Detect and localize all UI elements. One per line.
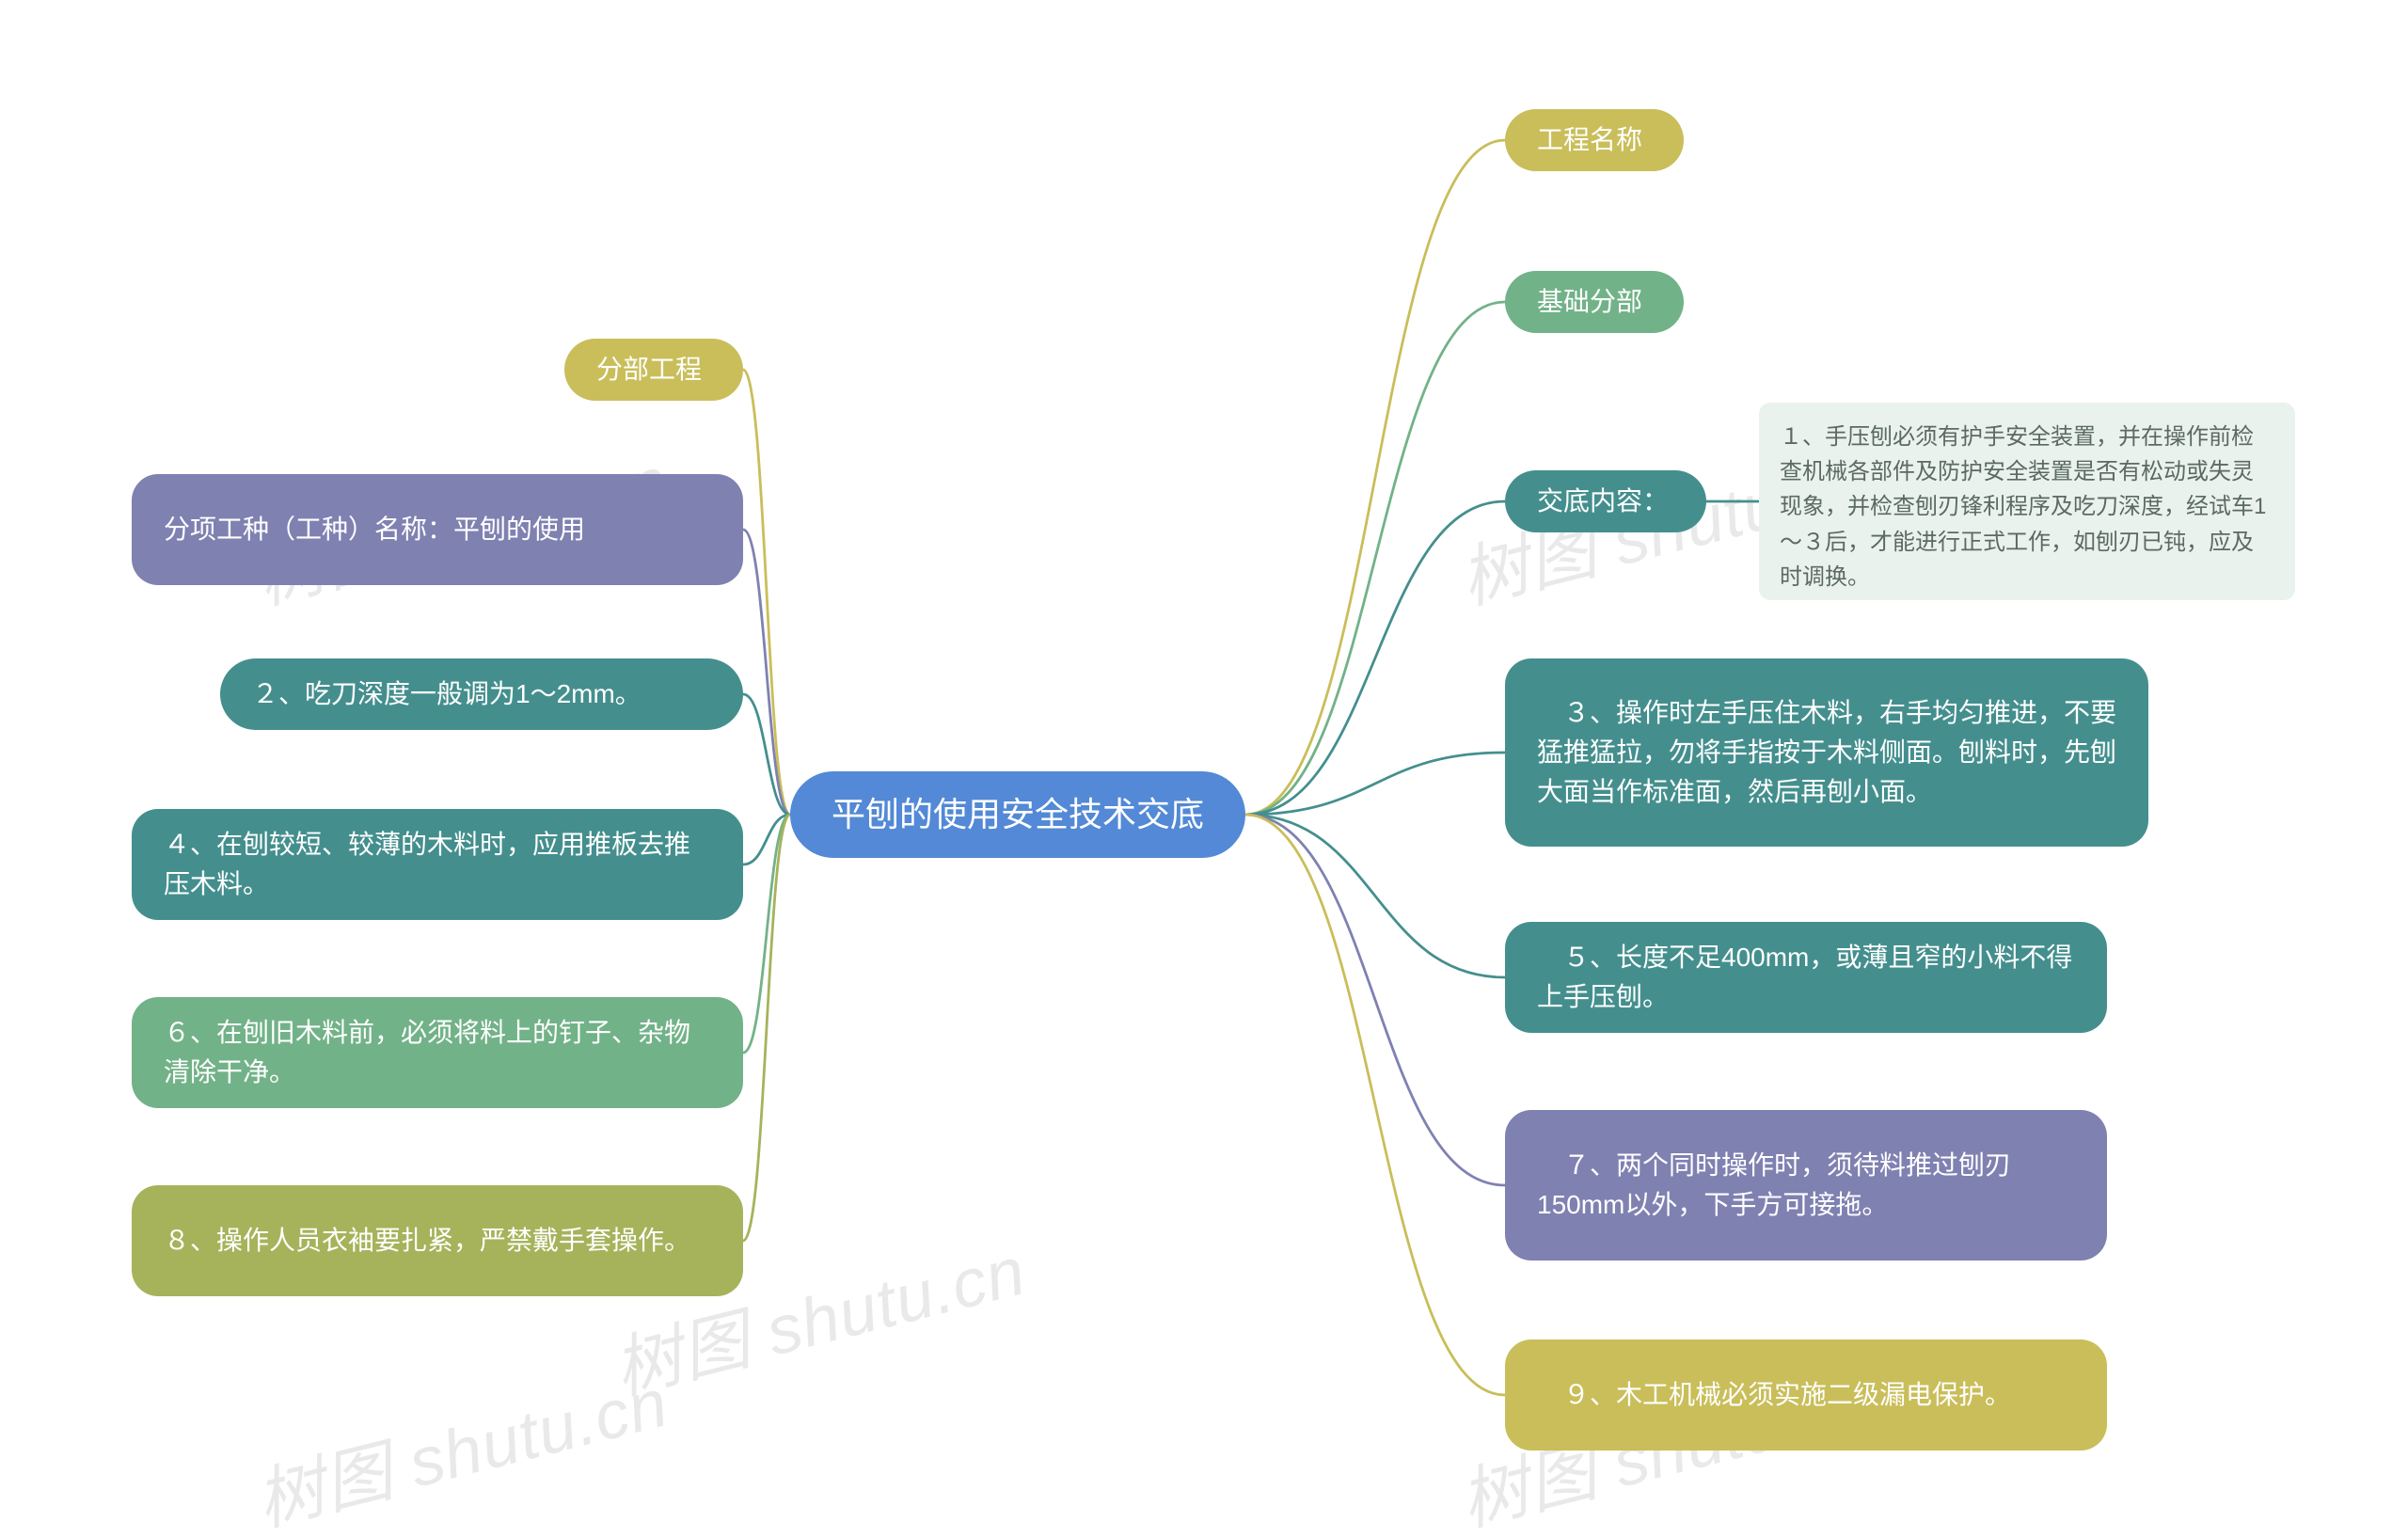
node-R6[interactable]: ７、两个同时操作时，须待料推过刨刃150mm以外，下手方可接拖。: [1505, 1110, 2107, 1261]
node-R3-leaf[interactable]: １、手压刨必须有护手安全装置，并在操作前检查机械各部件及防护安全装置是否有松动或…: [1759, 403, 2295, 600]
node-R5[interactable]: ５、长度不足400mm，或薄且窄的小料不得上手压刨。: [1505, 922, 2107, 1033]
node-R1[interactable]: 工程名称: [1505, 109, 1684, 171]
node-R7[interactable]: ９、木工机械必须实施二级漏电保护。: [1505, 1340, 2107, 1451]
node-L4[interactable]: ４、在刨较短、较薄的木料时，应用推板去推压木料。: [132, 809, 743, 920]
node-L3[interactable]: ２、吃刀深度一般调为1～2mm。: [220, 658, 743, 730]
center-node[interactable]: 平刨的使用安全技术交底: [790, 771, 1245, 858]
node-R3[interactable]: 交底内容：: [1505, 470, 1706, 532]
node-L1[interactable]: 分部工程: [564, 339, 743, 401]
node-R4[interactable]: ３、操作时左手压住木料，右手均匀推进，不要猛推猛拉，勿将手指按于木料侧面。刨料时…: [1505, 658, 2148, 847]
node-L5[interactable]: ６、在刨旧木料前，必须将料上的钉子、杂物清除干净。: [132, 997, 743, 1108]
watermark-3: 树图 shutu.cn: [245, 1347, 676, 1538]
node-R2[interactable]: 基础分部: [1505, 271, 1684, 333]
node-L2[interactable]: 分项工种（工种）名称：平刨的使用: [132, 474, 743, 585]
node-L6[interactable]: ８、操作人员衣袖要扎紧，严禁戴手套操作。: [132, 1185, 743, 1296]
